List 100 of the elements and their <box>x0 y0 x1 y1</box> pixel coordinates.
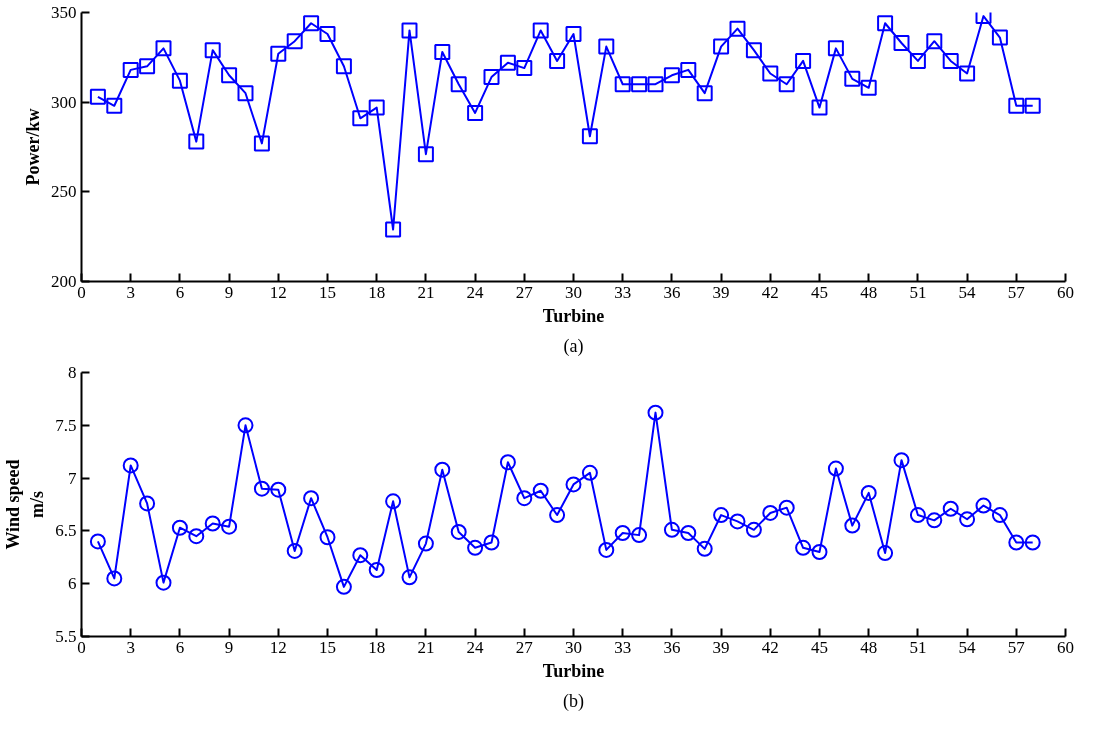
y-axis-title: Power/kw <box>23 108 43 186</box>
point <box>713 38 730 55</box>
y-tick-label: 6.5 <box>55 521 77 541</box>
y-tick-label: 350 <box>51 3 77 22</box>
point <box>188 133 205 150</box>
point <box>778 76 795 93</box>
point <box>942 52 959 69</box>
point <box>565 26 582 43</box>
point <box>499 454 516 471</box>
point <box>598 38 615 55</box>
point <box>827 40 844 57</box>
x-tick-label: 48 <box>860 282 878 302</box>
point <box>122 61 139 78</box>
x-tick-label: 12 <box>269 282 287 302</box>
point <box>991 507 1008 524</box>
y-tick-label: 5.5 <box>55 627 77 646</box>
x-tick-label: 6 <box>175 282 185 302</box>
point <box>581 128 598 145</box>
point <box>745 521 762 538</box>
point <box>614 76 631 93</box>
x-tick-label: 39 <box>712 637 730 657</box>
point <box>450 523 467 540</box>
x-axis-title: Turbine <box>542 305 605 326</box>
point <box>581 464 598 481</box>
point <box>860 484 877 501</box>
x-tick-label: 33 <box>614 637 632 657</box>
x-tick-label: 0 <box>77 637 86 657</box>
y-tick-label: 8 <box>68 363 77 382</box>
point <box>106 97 123 114</box>
point <box>893 452 910 469</box>
point <box>729 20 746 37</box>
point <box>778 499 795 516</box>
x-tick-label: 12 <box>269 637 287 657</box>
x-tick-label: 24 <box>466 282 485 302</box>
point <box>368 99 385 116</box>
point <box>417 146 434 163</box>
point <box>139 58 156 75</box>
point <box>1024 534 1041 551</box>
point <box>926 33 943 50</box>
x-tick-label: 54 <box>958 282 977 302</box>
x-tick-label: 15 <box>319 282 336 302</box>
x-tick-label: 54 <box>958 637 977 657</box>
point <box>959 65 976 82</box>
point <box>335 58 352 75</box>
text: (a) <box>563 335 584 357</box>
point <box>877 15 894 32</box>
point <box>434 43 451 60</box>
point <box>1008 97 1025 114</box>
y-tick-label: 250 <box>51 182 77 202</box>
point <box>171 519 188 536</box>
point <box>1008 534 1025 551</box>
point <box>401 22 418 39</box>
point <box>483 69 500 86</box>
point <box>155 574 172 591</box>
x-tick-label: 36 <box>663 637 681 657</box>
point <box>909 507 926 524</box>
x-tick-label: 39 <box>712 282 730 302</box>
point <box>926 512 943 529</box>
x-tick-label: 42 <box>761 282 779 302</box>
point <box>1024 97 1041 114</box>
x-tick-label: 21 <box>417 637 435 657</box>
x-tick-label: 45 <box>811 637 828 657</box>
x-tick-label: 27 <box>515 637 534 657</box>
point <box>434 461 451 478</box>
point <box>549 507 566 524</box>
y-axis-title: Wind speed m/s <box>3 459 48 550</box>
x-tick-label: 24 <box>466 637 485 657</box>
point <box>319 529 336 546</box>
point <box>368 561 385 578</box>
point <box>598 541 615 558</box>
x-tick-label: 60 <box>1057 282 1074 302</box>
x-tick-label: 27 <box>515 282 534 302</box>
point <box>549 52 566 69</box>
x-tick-label: 30 <box>565 637 582 657</box>
x-tick-label: 45 <box>811 282 828 302</box>
point <box>303 490 320 507</box>
point <box>352 547 369 564</box>
point <box>122 457 139 474</box>
point <box>221 67 238 84</box>
point <box>713 507 730 524</box>
point <box>270 481 287 498</box>
point <box>253 480 270 497</box>
point <box>614 525 631 541</box>
point <box>253 135 270 152</box>
point <box>516 490 533 507</box>
point <box>286 33 303 50</box>
point <box>877 545 894 562</box>
point <box>631 527 648 544</box>
point <box>270 45 287 62</box>
point <box>942 500 959 517</box>
point <box>795 52 812 69</box>
point <box>647 404 664 421</box>
x-tick-label: 36 <box>663 282 681 302</box>
point <box>762 65 779 82</box>
point <box>237 85 254 102</box>
point <box>286 542 303 559</box>
x-tick-label: 48 <box>860 637 878 657</box>
x-tick-label: 9 <box>224 637 234 657</box>
point <box>696 540 713 557</box>
point <box>188 528 205 545</box>
